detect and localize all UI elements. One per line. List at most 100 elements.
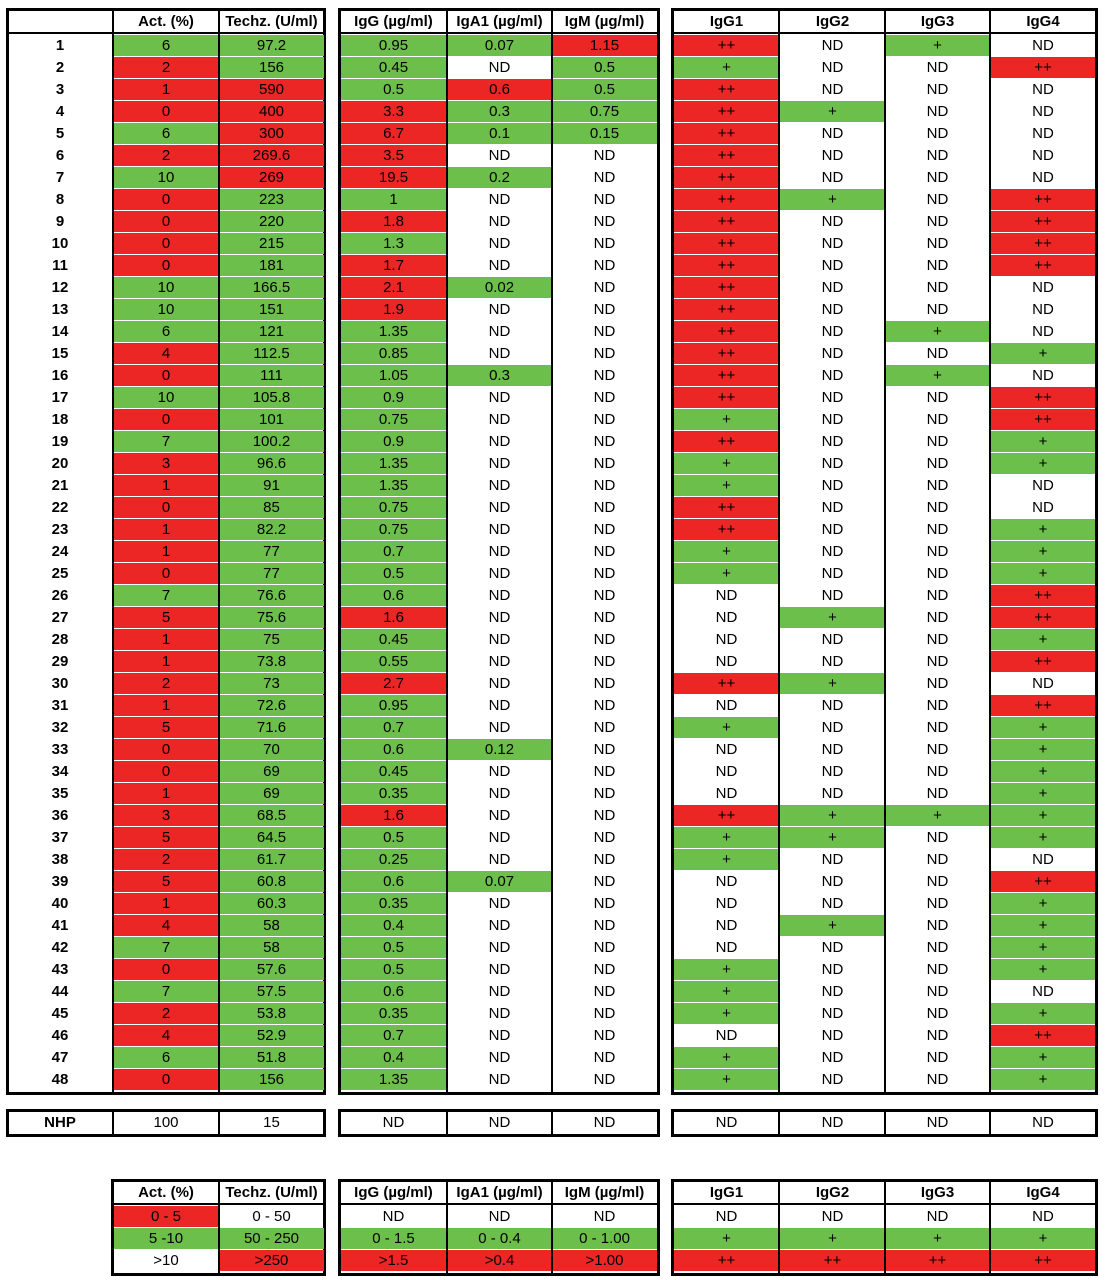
row-id: 12 — [51, 279, 69, 296]
cell-igg3: ND — [926, 983, 949, 1000]
cell-techz: 100.2 — [219, 431, 324, 452]
cell-igm: ND — [593, 1049, 616, 1066]
cell-igg2: ND — [821, 389, 844, 406]
cell-igg4: ++ — [991, 255, 1095, 276]
cell-igg: 0.4 — [341, 1047, 446, 1068]
row-id: 28 — [51, 631, 69, 648]
cell-igm: ND — [593, 345, 616, 362]
cell-igg3: ND — [926, 873, 949, 890]
cell-igg4: + — [991, 805, 1095, 826]
column-divider — [989, 1112, 991, 1134]
cell-igg: 1.7 — [341, 255, 446, 276]
cell-igg4: ++ — [991, 585, 1095, 606]
legend-header-igg4: IgG4 — [1026, 1184, 1060, 1201]
legend-igg4: + — [991, 1228, 1095, 1249]
column-divider — [884, 1182, 886, 1273]
cell-igg2: ND — [821, 213, 844, 230]
legend-igg4: ++ — [991, 1250, 1095, 1271]
row-id: 33 — [51, 741, 69, 758]
cell-igg1: ++ — [674, 79, 779, 100]
legend-header-igg2: IgG2 — [815, 1184, 850, 1201]
row-divider — [338, 1203, 660, 1205]
cell-igg: 1.6 — [341, 805, 446, 826]
cell-act: 0 — [114, 211, 218, 232]
cell-igm: ND — [593, 235, 616, 252]
row-id: 24 — [51, 543, 69, 560]
legend-igg: 0 - 1.5 — [341, 1228, 446, 1249]
cell-igg2: ND — [821, 1071, 844, 1088]
cell-igm: ND — [593, 455, 616, 472]
cell-igm: ND — [593, 917, 616, 934]
cell-igg3: ND — [926, 213, 949, 230]
row-id: 8 — [55, 191, 65, 208]
cell-igg: 0.7 — [341, 717, 446, 738]
cell-igm: ND — [593, 697, 616, 714]
cell-techz: 71.6 — [219, 717, 324, 738]
cell-act: 4 — [114, 915, 218, 936]
cell-igg3: ND — [926, 609, 949, 626]
cell-igg4: + — [991, 739, 1095, 760]
cell-igm: 0.15 — [552, 123, 657, 144]
column-divider — [112, 1112, 114, 1134]
column-divider — [446, 11, 448, 1092]
cell-iga1: ND — [488, 235, 511, 252]
cell-igg4: ++ — [991, 57, 1095, 78]
cell-igg1: ND — [715, 917, 738, 934]
legend-iga1: 0 - 0.4 — [447, 1228, 552, 1249]
cell-igg: 0.95 — [341, 695, 446, 716]
cell-igm: ND — [593, 499, 616, 516]
cell-igm: ND — [593, 191, 616, 208]
cell-igg1: ND — [715, 587, 738, 604]
cell-iga1: ND — [488, 477, 511, 494]
cell-igg: 1.8 — [341, 211, 446, 232]
cell-igg3: ND — [926, 741, 949, 758]
cell-igg4: ND — [1032, 147, 1054, 164]
cell-techz: 300 — [219, 123, 324, 144]
cell-igg2: + — [780, 607, 885, 628]
cell-igg: 1.6 — [341, 607, 446, 628]
cell-techz: 156 — [219, 57, 324, 78]
cell-iga1: ND — [488, 301, 511, 318]
nhp-igg4: ND — [1032, 1114, 1054, 1131]
cell-iga1: ND — [488, 587, 511, 604]
cell-act: 7 — [114, 981, 218, 1002]
row-id: 27 — [51, 609, 69, 626]
nhp-igg2: ND — [821, 1114, 844, 1131]
column-divider — [446, 1112, 448, 1134]
nhp-act: 100 — [153, 1114, 179, 1131]
column-header-igg4: IgG4 — [1026, 13, 1060, 30]
cell-igg3: ND — [926, 917, 949, 934]
cell-iga1: ND — [488, 521, 511, 538]
cell-techz: 269.6 — [219, 145, 324, 166]
row-id: 41 — [51, 917, 69, 934]
cell-igg1: ++ — [674, 519, 779, 540]
cell-igg1: ++ — [674, 343, 779, 364]
row-id: 10 — [51, 235, 69, 252]
cell-act: 3 — [114, 453, 218, 474]
cell-igg: 0.6 — [341, 981, 446, 1002]
cell-igm: ND — [593, 675, 616, 692]
cell-iga1: ND — [488, 191, 511, 208]
cell-iga1: ND — [488, 631, 511, 648]
row-id: 44 — [51, 983, 69, 1000]
cell-igg: 1.35 — [341, 321, 446, 342]
cell-act: 1 — [114, 629, 218, 650]
cell-igm: ND — [593, 653, 616, 670]
cell-igg4: + — [991, 541, 1095, 562]
row-id: 47 — [51, 1049, 69, 1066]
cell-techz: 57.5 — [219, 981, 324, 1002]
row-id: 40 — [51, 895, 69, 912]
row-id: 29 — [51, 653, 69, 670]
cell-techz: 111 — [219, 365, 324, 386]
cell-act: 0 — [114, 1069, 218, 1090]
cell-igg: 1.35 — [341, 475, 446, 496]
legend-techz: >250 — [219, 1250, 324, 1271]
cell-act: 6 — [114, 1047, 218, 1068]
cell-act: 10 — [114, 167, 218, 188]
cell-techz: 69 — [219, 761, 324, 782]
row-id: 7 — [55, 169, 65, 186]
cell-igg: 0.4 — [341, 915, 446, 936]
cell-igg1: + — [674, 1069, 779, 1090]
cell-igg2: ND — [821, 983, 844, 1000]
cell-igg3: ND — [926, 697, 949, 714]
